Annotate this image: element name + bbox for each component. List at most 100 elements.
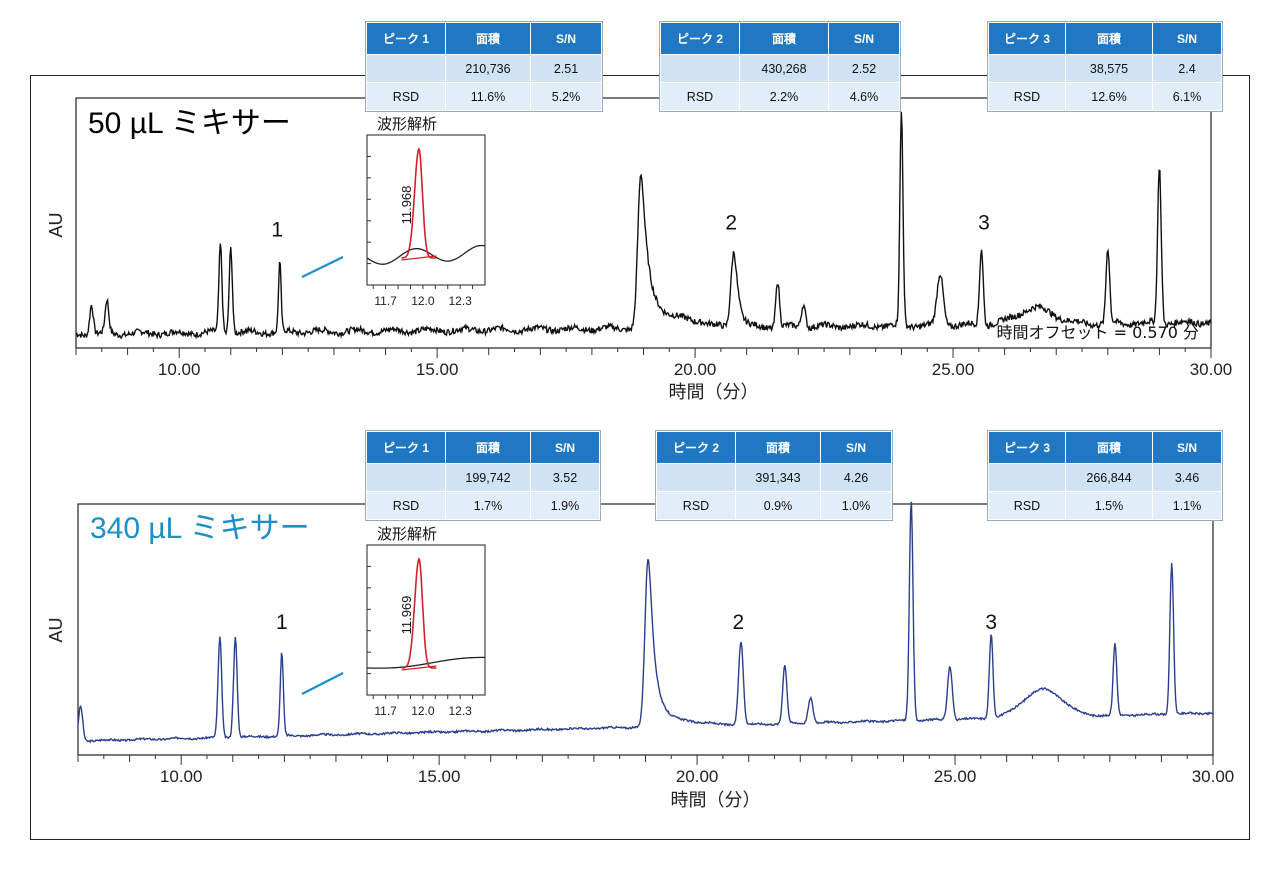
chart-panel-2: 340 µL ミキサー AU 10.00 15.00 20.00 25.00 30.00 時間… [46, 501, 1235, 811]
inset-peak-baseline [401, 255, 437, 261]
inset-x-tick-label: 12.0 [411, 704, 435, 718]
cell-rsd-sn: 5.2% [530, 82, 602, 111]
cell-blank [366, 463, 446, 492]
cell-sn: 3.52 [530, 463, 600, 492]
inset-x-tick-label: 11.7 [374, 704, 397, 718]
x-tick-label: 10.00 [160, 767, 203, 786]
x-tick-label: 15.00 [418, 767, 461, 786]
inset-pointer [301, 672, 344, 695]
cell-area: 210,736 [445, 54, 531, 83]
header-peak: ピーク 2 [660, 22, 740, 55]
x-tick-label: 15.00 [416, 360, 459, 379]
header-sn: S/N [530, 22, 602, 55]
header-area: 面積 [1065, 22, 1153, 55]
peak-label-1: 1 [271, 218, 283, 241]
figure-frame [30, 75, 1250, 840]
inset-x-tick-label: 12.0 [411, 294, 435, 308]
y-axis-label: AU [46, 212, 66, 237]
cell-rsd-sn: 1.0% [820, 491, 892, 520]
cell-rsd-area: 2.2% [739, 82, 829, 111]
inset-frame [366, 134, 486, 286]
cell-area: 430,268 [739, 54, 829, 83]
peak-1-table-panel-1: ピーク 1 面積 S/N 210,736 2.51 RSD 11.6% 5.2% [365, 21, 603, 112]
peak-2-table-panel-2: ピーク 2 面積 S/N 391,343 4.26 RSD 0.9% 1.0% [655, 430, 893, 521]
header-area: 面積 [1065, 431, 1153, 464]
cell-rsd-sn: 1.1% [1152, 491, 1222, 520]
x-axis-label: 時間（分） [669, 382, 759, 403]
cell-rsd-label: RSD [988, 82, 1066, 111]
cell-rsd-area: 12.6% [1065, 82, 1153, 111]
panel-title: 50 µL ミキサー [88, 107, 291, 140]
cell-blank [656, 463, 736, 492]
inset-title: 波形解析 [377, 115, 437, 133]
peak-1-table-panel-2: ピーク 1 面積 S/N 199,742 3.52 RSD 1.7% 1.9% [365, 430, 601, 521]
cell-area: 199,742 [445, 463, 531, 492]
inset-pointer [301, 256, 344, 278]
inset-peak-baseline [401, 665, 437, 671]
peak-label-1: 1 [276, 611, 288, 634]
cell-rsd-sn: 4.6% [828, 82, 900, 111]
x-tick-label: 30.00 [1190, 360, 1233, 379]
cell-rsd-label: RSD [366, 491, 446, 520]
header-peak: ピーク 2 [656, 431, 736, 464]
header-peak: ピーク 1 [366, 22, 446, 55]
header-sn: S/N [530, 431, 600, 464]
cell-rsd-label: RSD [656, 491, 736, 520]
peak-label-3: 3 [978, 211, 990, 234]
time-offset-annotation: 時間オフセット = 0.570 分 [997, 323, 1199, 342]
peak-3-table-panel-1: ピーク 3 面積 S/N 38,575 2.4 RSD 12.6% 6.1% [987, 21, 1223, 112]
header-area: 面積 [445, 22, 531, 55]
header-peak: ピーク 3 [988, 22, 1066, 55]
x-tick-label: 25.00 [934, 767, 977, 786]
x-tick-label: 20.00 [674, 360, 717, 379]
inset-peak [401, 147, 437, 259]
y-axis-label: AU [46, 617, 66, 642]
cell-area: 38,575 [1065, 54, 1153, 83]
inset-baseline [366, 244, 486, 265]
header-sn: S/N [820, 431, 892, 464]
cell-rsd-area: 1.7% [445, 491, 531, 520]
trace-line [77, 501, 1214, 744]
header-peak: ピーク 3 [988, 431, 1066, 464]
inset-x-tick-label: 12.3 [448, 704, 472, 718]
inset-chart: 波形解析 11.7 12.0 12.3 11.968 [366, 115, 486, 308]
x-axis-label: 時間（分） [671, 790, 761, 811]
header-peak: ピーク 1 [366, 431, 446, 464]
peak-3-table-panel-2: ピーク 3 面積 S/N 266,844 3.46 RSD 1.5% 1.1% [987, 430, 1223, 521]
x-tick-label: 10.00 [158, 360, 201, 379]
cell-rsd-area: 0.9% [735, 491, 821, 520]
panel-title: 340 µL ミキサー [90, 512, 310, 545]
header-area: 面積 [445, 431, 531, 464]
cell-blank [660, 54, 740, 83]
inset-x-tick-label: 12.3 [448, 294, 472, 308]
cell-rsd-label: RSD [988, 491, 1066, 520]
cell-blank [988, 54, 1066, 83]
peak-label-2: 2 [725, 211, 737, 234]
cell-sn: 2.51 [530, 54, 602, 83]
cell-blank [366, 54, 446, 83]
inset-x-tick-label: 11.7 [374, 294, 397, 308]
header-sn: S/N [1152, 431, 1222, 464]
x-tick-label: 20.00 [676, 767, 719, 786]
chart-panel-1: 50 µL ミキサー AU 10.00 15.00 20.00 25.00 30.00 時間（… [46, 97, 1233, 403]
header-area: 面積 [735, 431, 821, 464]
cell-rsd-area: 11.6% [445, 82, 531, 111]
peak-label-2: 2 [733, 611, 745, 634]
cell-rsd-sn: 1.9% [530, 491, 600, 520]
cell-rsd-area: 1.5% [1065, 491, 1153, 520]
cell-rsd-label: RSD [660, 82, 740, 111]
inset-retention-label: 11.968 [399, 186, 414, 225]
header-area: 面積 [739, 22, 829, 55]
cell-sn: 3.46 [1152, 463, 1222, 492]
x-tick-label: 30.00 [1192, 767, 1235, 786]
header-sn: S/N [1152, 22, 1222, 55]
inset-retention-label: 11.969 [399, 596, 414, 635]
cell-sn: 4.26 [820, 463, 892, 492]
inset-title: 波形解析 [377, 525, 437, 543]
x-tick-label: 25.00 [932, 360, 975, 379]
cell-sn: 2.4 [1152, 54, 1222, 83]
inset-baseline [367, 656, 485, 669]
cell-rsd-sn: 6.1% [1152, 82, 1222, 111]
peak-label-3: 3 [985, 611, 997, 634]
